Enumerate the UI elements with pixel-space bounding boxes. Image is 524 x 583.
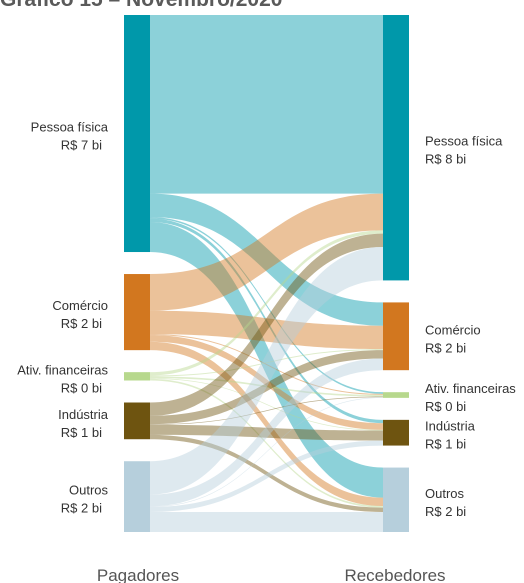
source-label-fin: Ativ. financeiras xyxy=(17,362,108,377)
link-com-to-pf xyxy=(150,193,383,311)
links-layer xyxy=(150,15,383,532)
target-node-com xyxy=(383,302,409,371)
link-ind-to-fin xyxy=(150,396,383,425)
target-node-fin xyxy=(383,392,409,398)
link-fin-to-pf xyxy=(150,230,383,376)
link-out-to-pf xyxy=(150,247,383,495)
link-ind-to-out xyxy=(150,434,383,512)
source-node-ind xyxy=(124,402,150,440)
source-node-out xyxy=(124,461,150,532)
source-node-com xyxy=(124,274,150,351)
source-label-com: Comércio xyxy=(52,298,108,313)
target-axis-label: Recebedores xyxy=(344,566,445,583)
source-value-com: R$ 2 bi xyxy=(61,316,102,331)
link-com-to-com xyxy=(150,310,383,350)
source-value-out: R$ 2 bi xyxy=(61,501,102,516)
target-value-com: R$ 2 bi xyxy=(425,340,466,355)
target-value-ind: R$ 1 bi xyxy=(425,437,466,452)
link-com-to-ind xyxy=(150,335,383,430)
target-label-com: Comércio xyxy=(425,322,481,337)
link-pf-to-com xyxy=(150,193,383,326)
source-node-pf xyxy=(124,15,150,253)
target-label-fin: Ativ. financeiras xyxy=(425,381,516,396)
link-out-to-out xyxy=(150,511,383,532)
link-com-to-fin xyxy=(150,334,383,395)
link-fin-to-out xyxy=(150,378,383,508)
labels-layer: Pessoa física R$ 7 bi Comércio R$ 2 bi Ativ.… xyxy=(17,120,516,519)
link-out-to-ind xyxy=(150,440,383,512)
source-node-fin xyxy=(124,372,150,381)
source-value-pf: R$ 7 bi xyxy=(61,138,102,153)
target-value-fin: R$ 0 bi xyxy=(425,399,466,414)
link-pf-to-pf xyxy=(150,15,383,194)
link-fin-to-fin xyxy=(150,376,383,397)
link-pf-to-ind xyxy=(150,218,383,424)
target-label-ind: Indústria xyxy=(425,419,476,434)
source-value-fin: R$ 0 bi xyxy=(61,380,102,395)
chart-title: Gráfico 15 – Novembro/2020 xyxy=(0,0,282,12)
link-pf-to-out xyxy=(150,221,383,498)
link-com-to-out xyxy=(150,341,383,506)
source-axis-label: Pagadores xyxy=(97,566,179,583)
target-node-ind xyxy=(383,419,409,446)
link-ind-to-com xyxy=(150,350,383,425)
target-value-pf: R$ 8 bi xyxy=(425,152,466,167)
target-label-out: Outros xyxy=(425,486,465,501)
nodes-layer xyxy=(124,15,409,532)
target-label-pf: Pessoa física xyxy=(425,134,503,149)
link-fin-to-com xyxy=(150,349,383,377)
target-node-pf xyxy=(383,15,409,281)
source-label-out: Outros xyxy=(69,483,109,498)
source-label-ind: Indústria xyxy=(58,407,109,422)
link-out-to-fin xyxy=(150,397,383,507)
source-label-pf: Pessoa física xyxy=(31,120,109,135)
link-pf-to-fin xyxy=(150,216,383,394)
link-ind-to-pf xyxy=(150,233,383,416)
link-out-to-com xyxy=(150,358,383,507)
link-ind-to-ind xyxy=(150,424,383,441)
link-fin-to-ind xyxy=(150,378,383,431)
target-value-out: R$ 2 bi xyxy=(425,504,466,519)
target-node-out xyxy=(383,467,409,532)
source-value-ind: R$ 1 bi xyxy=(61,425,102,440)
